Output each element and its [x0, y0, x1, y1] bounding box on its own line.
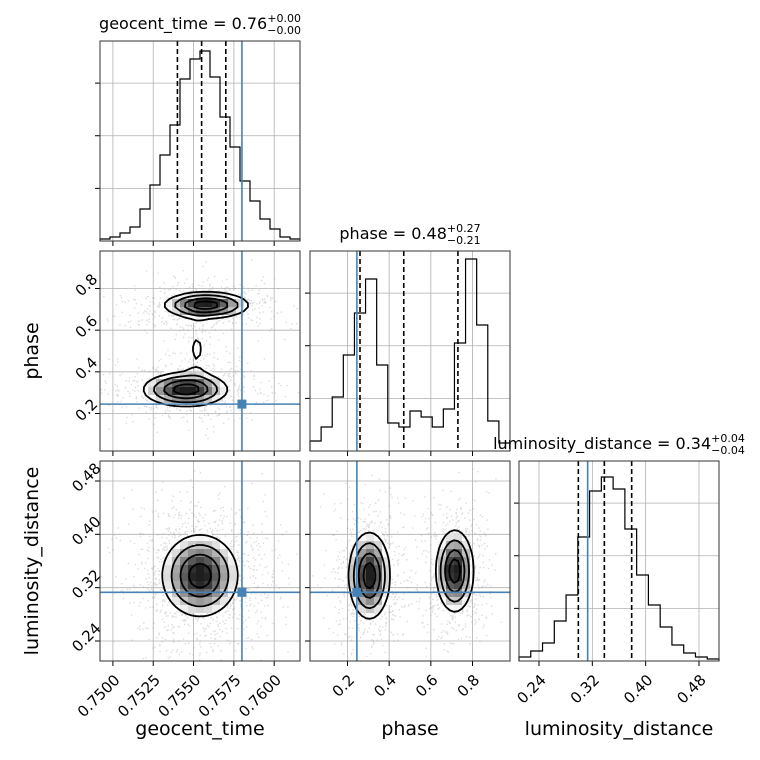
- title-plus: +0.27: [447, 222, 481, 235]
- title-minus: −0.21: [447, 234, 481, 247]
- density-shading: [172, 589, 228, 597]
- title-minus: −0.04: [711, 444, 745, 457]
- x-tick-label: 0.8: [454, 671, 484, 701]
- contour-line: [347, 529, 475, 620]
- truth-marker: [352, 587, 362, 597]
- density-shading: [164, 533, 236, 597]
- hist-panel-geocent_time: geocent_time = 0.76+0.00 −0.00: [95, 12, 301, 246]
- density-shading: [196, 557, 204, 565]
- panel-frame: [309, 460, 511, 662]
- contour-line: [161, 534, 239, 618]
- contour-line: [188, 562, 212, 589]
- density-shading: [172, 581, 228, 589]
- contour-line: [153, 294, 239, 404]
- panel-frame: [309, 250, 511, 452]
- pair-panel-content: [310, 461, 510, 661]
- x-axis-label-geocent_time: geocent_time: [135, 718, 264, 740]
- density-shading: [172, 565, 228, 573]
- y-tick-label: 0.2: [72, 395, 102, 425]
- density-shading: [196, 597, 204, 605]
- x-tick-label: 0.40: [620, 671, 656, 707]
- x-tick-label: 0.7525: [114, 671, 164, 721]
- x-tick-label: 0.6: [412, 671, 442, 701]
- panel-frame: [518, 460, 720, 662]
- density-shading: [172, 541, 228, 549]
- panel-frame: [99, 40, 301, 242]
- density-shading: [188, 291, 236, 355]
- density-shading: [164, 379, 172, 387]
- pair-panel-content: [100, 251, 300, 451]
- x-axis-label-luminosity_distance: luminosity_distance: [525, 718, 714, 740]
- density-shading: [188, 557, 212, 565]
- hist-panel-phase: phase = 0.48+0.27 −0.21: [305, 222, 511, 456]
- density-shading: [164, 581, 236, 589]
- title-value: luminosity_distance = 0.34: [493, 434, 711, 454]
- contour-line: [357, 549, 466, 599]
- contour-line: [142, 290, 249, 408]
- x-tick-label: 0.4: [370, 671, 400, 701]
- density-shading: [172, 573, 228, 581]
- title-value: phase = 0.48: [339, 224, 446, 243]
- density-shading: [212, 387, 220, 395]
- density-shading: [172, 597, 228, 605]
- contour-line: [352, 539, 470, 610]
- y-tick-label: 0.40: [68, 513, 104, 549]
- density-shading: [438, 533, 454, 597]
- x-tick-label: 0.48: [673, 671, 709, 707]
- density-shading: [188, 581, 212, 589]
- y-tick-label: 0.48: [68, 459, 104, 495]
- density-shading: [188, 573, 212, 581]
- truth-marker: [237, 587, 247, 597]
- x-tick-label: 0.7575: [195, 671, 245, 721]
- density-shading: [164, 557, 236, 613]
- density-shading: [366, 613, 374, 621]
- x-tick-label: 0.7600: [235, 671, 285, 721]
- histogram-step: [518, 476, 720, 661]
- title-value: geocent_time = 0.76: [99, 14, 267, 34]
- x-tick-label: 0.24: [513, 671, 549, 707]
- x-tick-label: 0.7500: [74, 671, 124, 721]
- y-tick-label: 0.32: [68, 566, 104, 602]
- density-shading: [358, 541, 366, 549]
- truth-marker: [237, 399, 247, 409]
- panel-frame: [99, 460, 301, 662]
- title-plus: +0.04: [711, 432, 745, 445]
- density-shading: [366, 597, 374, 605]
- pair-panel-phase-luminosity_distance: 0.2 0.4 0.6 0.8: [305, 460, 511, 701]
- x-tick-label: 0.2: [329, 671, 359, 701]
- panel-title: luminosity_distance = 0.34+0.04 −0.04: [493, 432, 745, 457]
- scatter-points: [100, 259, 300, 440]
- pair-panel-geocent_time-phase: 0.2 0.4 0.6 0.8: [72, 250, 301, 456]
- histogram-step: [99, 50, 301, 241]
- x-axis-label-phase: phase: [381, 718, 438, 740]
- x-tick-label: 0.7550: [154, 671, 204, 721]
- y-tick-label: 0.6: [72, 312, 102, 342]
- y-axis-label-phase: phase: [21, 322, 43, 379]
- y-tick-label: 0.8: [72, 270, 102, 300]
- panel-frame: [99, 250, 301, 452]
- title-minus: −0.00: [267, 24, 301, 37]
- density-shading: [180, 541, 220, 605]
- pair-panel-content: [100, 461, 300, 661]
- density-shading: [188, 541, 212, 549]
- hist-panel-luminosity_distance: 0.24 0.32 0.40 0.48 luminosity_distance = 0.…: [493, 432, 745, 707]
- contour-line: [172, 300, 219, 396]
- contour-line: [362, 558, 461, 590]
- panel-title: geocent_time = 0.76+0.00 −0.00: [99, 12, 301, 37]
- y-tick-label: 0.4: [72, 353, 102, 383]
- histogram-step: [309, 258, 511, 451]
- contour-line: [163, 297, 229, 400]
- x-tick-label: 0.32: [567, 671, 603, 707]
- title-plus: +0.00: [267, 12, 301, 25]
- y-axis-label-luminosity_distance: luminosity_distance: [21, 467, 43, 656]
- density-shading: [366, 533, 374, 541]
- density-shading: [196, 565, 204, 581]
- density-shading: [188, 597, 212, 605]
- panel-title: phase = 0.48+0.27 −0.21: [339, 222, 480, 247]
- y-tick-label: 0.24: [68, 619, 104, 655]
